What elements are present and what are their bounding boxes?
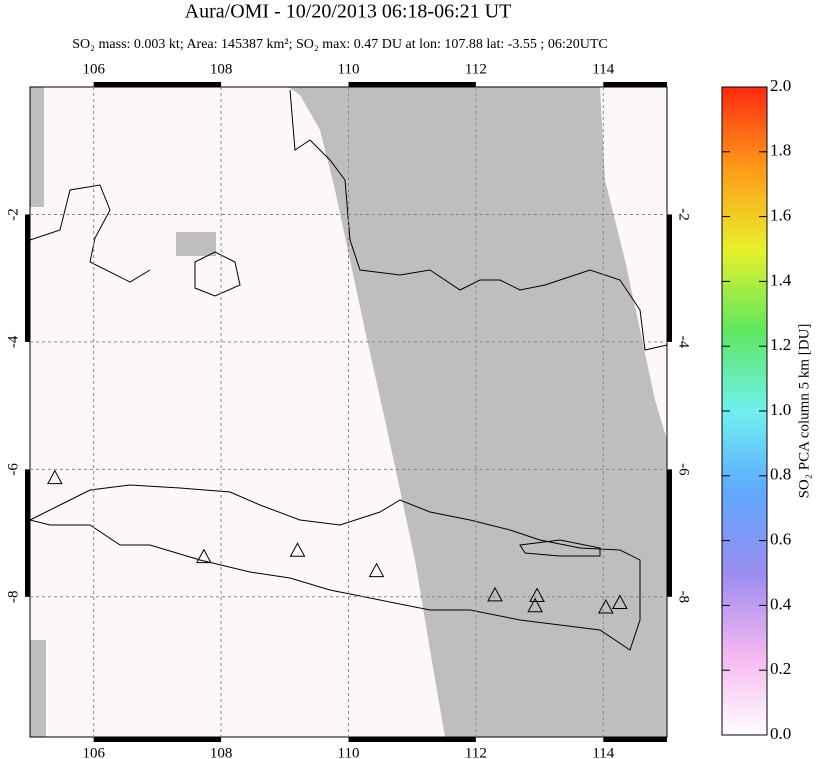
- no-data-region: [30, 640, 46, 737]
- frame-segment: [348, 82, 476, 87]
- colorbar-tick-label: 0.6: [770, 530, 791, 549]
- volcano: [47, 469, 63, 485]
- volcano: [368, 562, 385, 578]
- volcano: [612, 594, 628, 610]
- colorbar-tick-label: 0.2: [770, 659, 791, 678]
- frame-segment: [93, 737, 222, 742]
- y-tick-label: -2: [676, 208, 692, 221]
- chart-subtitle: SO₂ mass: 0.003 kt; Area: 145387 km²; SO…: [72, 37, 607, 52]
- x-tick-label: 114: [592, 745, 614, 759]
- colorbar-tick-label: 1.8: [770, 141, 791, 160]
- colorbar-tick-label: 1.4: [770, 270, 792, 289]
- colorbar-tick-label: 1.0: [770, 400, 791, 419]
- volcano: [196, 548, 212, 564]
- volcano: [598, 598, 614, 614]
- frame-segment: [667, 469, 672, 597]
- colorbar-tick-label: 0.4: [770, 594, 792, 613]
- colorbar-label: SO₂ PCA column 5 km [DU]: [796, 324, 812, 499]
- no-data-region: [176, 232, 216, 256]
- y-tick-label: -4: [5, 335, 21, 348]
- x-tick-label: 110: [338, 61, 360, 77]
- y-tick-label: -2: [5, 208, 21, 221]
- volcano: [527, 597, 543, 613]
- colorbar-tick-label: 0.0: [770, 724, 791, 743]
- no-data-region: [30, 87, 44, 207]
- x-tick-label: 108: [210, 745, 233, 759]
- volcano: [487, 586, 503, 602]
- y-tick-label: -4: [676, 336, 692, 349]
- frame-segment: [25, 469, 30, 597]
- chart-title: Aura/OMI - 10/20/2013 06:18-06:21 UT: [185, 1, 512, 23]
- y-tick-label: -6: [676, 463, 692, 476]
- frame-segment: [93, 82, 222, 87]
- colorbar-tick-label: 1.6: [770, 206, 791, 225]
- x-tick-label: 112: [465, 61, 487, 77]
- x-tick-label: 108: [210, 61, 233, 77]
- frame-segment: [25, 214, 30, 342]
- colorbar-tick-label: 2.0: [770, 76, 791, 95]
- x-tick-label: 106: [82, 61, 105, 77]
- frame-segment: [667, 214, 672, 342]
- no-data-region: [288, 87, 667, 737]
- x-tick-label: 114: [592, 61, 614, 77]
- coastlines: [28, 89, 668, 651]
- x-tick-label: 110: [338, 745, 360, 759]
- frame-segment: [603, 737, 667, 742]
- frame-segment: [348, 737, 476, 742]
- y-tick-label: -8: [5, 591, 21, 604]
- x-tick-label: 112: [465, 745, 487, 759]
- frame-segment: [603, 82, 667, 87]
- x-tick-label: 106: [82, 745, 105, 759]
- y-tick-label: -8: [676, 591, 692, 604]
- colorbar-tick-label: 0.8: [770, 465, 791, 484]
- colorbar-tick-label: 1.2: [770, 335, 791, 354]
- volcano: [289, 542, 306, 557]
- y-tick-label: -6: [5, 463, 21, 476]
